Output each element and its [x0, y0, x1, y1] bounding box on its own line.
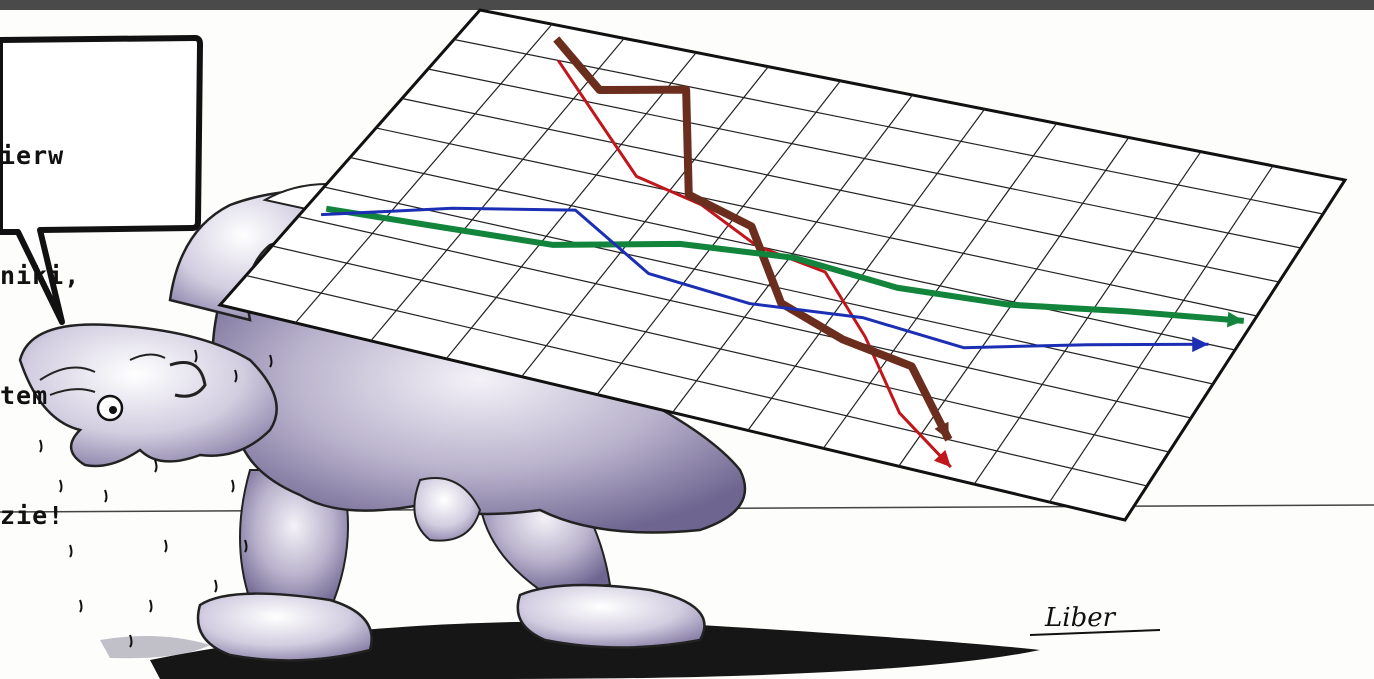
grid-line-horizontal: [427, 68, 1302, 249]
speech-bubble: [0, 35, 203, 325]
grid-line-horizontal: [245, 274, 1148, 487]
grid-line-horizontal: [375, 127, 1258, 317]
chart-grid: [245, 23, 1324, 503]
series-arrowhead: [934, 421, 949, 440]
grid-line-horizontal: [323, 186, 1214, 385]
chart-board: [217, 8, 1348, 522]
pupil: [109, 406, 117, 414]
ear: [169, 361, 207, 398]
hand-on-belly: [413, 477, 482, 542]
grid-line-horizontal: [453, 38, 1324, 215]
signature-text: Liber: [1044, 603, 1117, 633]
puddle: [100, 636, 210, 659]
speech-bubble-text: ierw niki, tem zie!: [0, 56, 190, 616]
bubble-line-2: niki,: [0, 261, 81, 290]
head: [18, 323, 278, 468]
bubble-line-3: tem: [0, 381, 49, 410]
sweat-drops: [39, 349, 273, 648]
right-shoe: [516, 583, 706, 649]
series-arrowhead: [1226, 311, 1244, 328]
grid-line-horizontal: [297, 215, 1192, 419]
signature-mark: [1029, 629, 1161, 636]
series-arrowhead: [1192, 336, 1209, 353]
brow-wrinkles: [39, 353, 166, 396]
series-line-falling: [553, 36, 953, 442]
left-shoe: [196, 592, 373, 662]
series-arrowhead: [934, 449, 951, 468]
bubble-line-1: ierw: [0, 141, 65, 170]
top-border-bar: [0, 0, 1374, 10]
bubble-line-4: zie!: [0, 501, 65, 530]
grid-line-horizontal: [271, 245, 1170, 453]
grid-line-horizontal: [401, 97, 1280, 283]
series-line-rising: [320, 206, 1209, 350]
grid-line-horizontal: [349, 156, 1236, 351]
series-line-rising: [325, 205, 1245, 324]
chart-series: [320, 36, 1245, 469]
